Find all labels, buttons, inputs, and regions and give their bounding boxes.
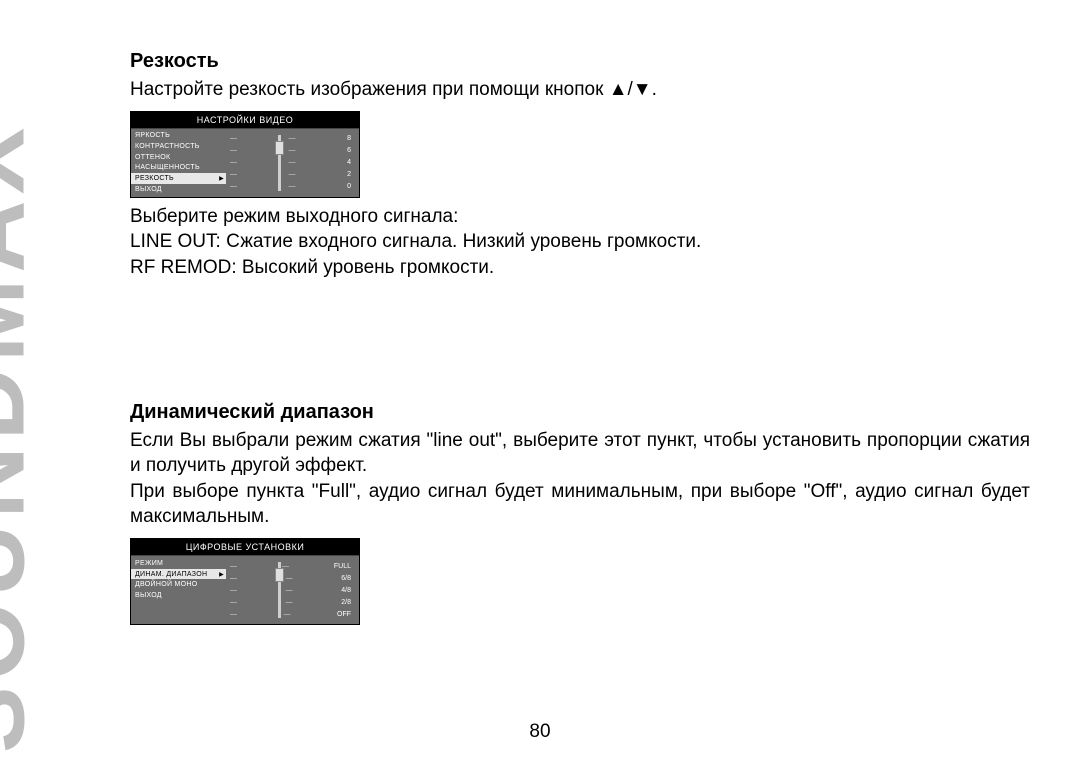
section1-after2: LINE OUT: Сжатие входного сигнала. Низки… xyxy=(130,229,1030,255)
page-number: 80 xyxy=(0,721,1080,743)
scale-row: ——FULL xyxy=(230,560,351,572)
osd2-menu: РЕЖИМ ДИНАМ. ДИАПАЗОН ▶ ДВОЙНОЙ МОНО ВЫХО… xyxy=(131,556,226,624)
dash-icon: — xyxy=(286,599,293,606)
chevron-right-icon: ▶ xyxy=(219,571,224,578)
osd1-body: ЯРКОСТЬ КОНТРАСТНОСТЬ ОТТЕНОК НАСЫЩЕННОС… xyxy=(131,129,359,197)
dash-icon: — xyxy=(230,575,237,582)
scale-label: FULL xyxy=(334,563,351,570)
scale-row: — — 4 xyxy=(230,157,351,169)
osd2-item-label: ДВОЙНОЙ МОНО xyxy=(135,581,198,588)
osd1-slider-thumb[interactable] xyxy=(275,141,284,155)
dash-icon: — xyxy=(286,575,293,582)
osd1-item-label: РЕЗКОСТЬ xyxy=(135,175,174,182)
dash-icon: — xyxy=(230,159,237,166)
osd1-menu: ЯРКОСТЬ КОНТРАСТНОСТЬ ОТТЕНОК НАСЫЩЕННОС… xyxy=(131,129,226,197)
osd2-slider-thumb[interactable] xyxy=(275,568,284,582)
section2-p1: Если Вы выбрали режим сжатия "line out",… xyxy=(130,428,1030,479)
osd2-item-label: ДИНАМ. ДИАПАЗОН xyxy=(135,571,207,578)
dash-icon: — xyxy=(230,183,237,190)
osd-digital-settings: ЦИФРОВЫЕ УСТАНОВКИ РЕЖИМ ДИНАМ. ДИАПАЗОН… xyxy=(130,538,360,625)
up-down-arrows-icon: ▲/▼. xyxy=(609,79,657,100)
scale-row: — — 0 xyxy=(230,181,351,193)
osd2-item-exit[interactable]: ВЫХОД xyxy=(131,590,226,601)
section2-title: Динамический диапазон xyxy=(130,401,1030,424)
osd2-item-mode[interactable]: РЕЖИМ xyxy=(131,558,226,569)
scale-row: — — 6 xyxy=(230,145,351,157)
dash-icon: — xyxy=(289,183,296,190)
dash-icon: — xyxy=(230,587,237,594)
scale-label: OFF xyxy=(337,611,351,618)
osd2-item-empty xyxy=(131,601,226,612)
osd2-item-label: РЕЖИМ xyxy=(135,560,163,567)
dash-icon: — xyxy=(286,587,293,594)
osd1-item-label: ВЫХОД xyxy=(135,186,162,193)
osd1-item-sharpness[interactable]: РЕЗКОСТЬ ▶ xyxy=(131,173,226,184)
scale-label: 2 xyxy=(347,171,351,178)
section1-line1-prefix: Настройте резкость изображения при помощ… xyxy=(130,79,609,100)
dash-icon: — xyxy=(230,171,237,178)
dash-icon: — xyxy=(230,563,237,570)
osd2-title: ЦИФРОВЫЕ УСТАНОВКИ xyxy=(131,539,359,556)
osd2-body: РЕЖИМ ДИНАМ. ДИАПАЗОН ▶ ДВОЙНОЙ МОНО ВЫХО… xyxy=(131,556,359,624)
osd1-item-saturation[interactable]: НАСЫЩЕННОСТЬ xyxy=(131,163,226,174)
dash-icon: — xyxy=(230,147,237,154)
osd1-title: НАСТРОЙКИ ВИДЕО xyxy=(131,112,359,129)
scale-label: 4 xyxy=(347,159,351,166)
osd1-item-exit[interactable]: ВЫХОД xyxy=(131,184,226,195)
osd1-slider-track[interactable] xyxy=(278,135,281,191)
osd1-item-hue[interactable]: ОТТЕНОК xyxy=(131,152,226,163)
scale-label: 4/8 xyxy=(341,587,351,594)
osd2-scale: — — FULL — — 6/8 — — 4/8 — — 2/8 — — OFF xyxy=(226,556,359,624)
section1-after3: RF REMOD: Высокий уровень громкости. xyxy=(130,255,1030,281)
scale-label: 6/8 xyxy=(341,575,351,582)
osd2-item-dualmono[interactable]: ДВОЙНОЙ МОНО xyxy=(131,579,226,590)
osd1-item-brightness[interactable]: ЯРКОСТЬ xyxy=(131,131,226,142)
brand-watermark: SOUNDMAX xyxy=(0,122,48,753)
osd2-item-dynrange[interactable]: ДИНАМ. ДИАПАЗОН ▶ xyxy=(131,569,226,580)
dash-icon: — xyxy=(289,147,296,154)
osd1-item-label: НАСЫЩЕННОСТЬ xyxy=(135,164,200,171)
osd1-item-contrast[interactable]: КОНТРАСТНОСТЬ xyxy=(131,141,226,152)
osd2-item-empty xyxy=(131,611,226,622)
scale-label: 2/8 xyxy=(341,599,351,606)
dash-icon: — xyxy=(284,611,291,618)
osd1-scale: — — 8 — — 6 — — 4 — — 2 — — 0 xyxy=(226,129,359,197)
section1-title: Резкость xyxy=(130,50,1030,73)
dash-icon: — xyxy=(289,159,296,166)
scale-label: 0 xyxy=(347,183,351,190)
scale-row: — — 8 xyxy=(230,133,351,145)
scale-row: — — 2/8 xyxy=(230,596,351,608)
scale-label: 8 xyxy=(347,135,351,142)
section2-p2: При выборе пункта "Full", аудио сигнал б… xyxy=(130,479,1030,530)
section1-line1: Настройте резкость изображения при помощ… xyxy=(130,77,1030,103)
osd2-item-label: ВЫХОД xyxy=(135,592,162,599)
section1-after1: Выберите режим выходного сигнала: xyxy=(130,204,1030,230)
dash-icon: — xyxy=(289,135,296,142)
scale-label: 6 xyxy=(347,147,351,154)
dash-icon: — xyxy=(230,611,237,618)
dash-icon: — xyxy=(289,171,296,178)
chevron-right-icon: ▶ xyxy=(219,175,224,182)
dash-icon: — xyxy=(230,135,237,142)
osd1-item-label: ЯРКОСТЬ xyxy=(135,132,170,139)
osd-video-settings: НАСТРОЙКИ ВИДЕО ЯРКОСТЬ КОНТРАСТНОСТЬ ОТ… xyxy=(130,111,360,198)
scale-row: — — 4/8 xyxy=(230,584,351,596)
osd1-item-label: КОНТРАСТНОСТЬ xyxy=(135,143,200,150)
page-content: Резкость Настройте резкость изображения … xyxy=(130,50,1030,625)
osd1-item-label: ОТТЕНОК xyxy=(135,154,170,161)
scale-row: — — 2 xyxy=(230,169,351,181)
scale-row: — — 6/8 xyxy=(230,572,351,584)
scale-row: — — OFF xyxy=(230,608,351,620)
dash-icon: — xyxy=(230,599,237,606)
osd2-slider-track[interactable] xyxy=(278,562,281,618)
